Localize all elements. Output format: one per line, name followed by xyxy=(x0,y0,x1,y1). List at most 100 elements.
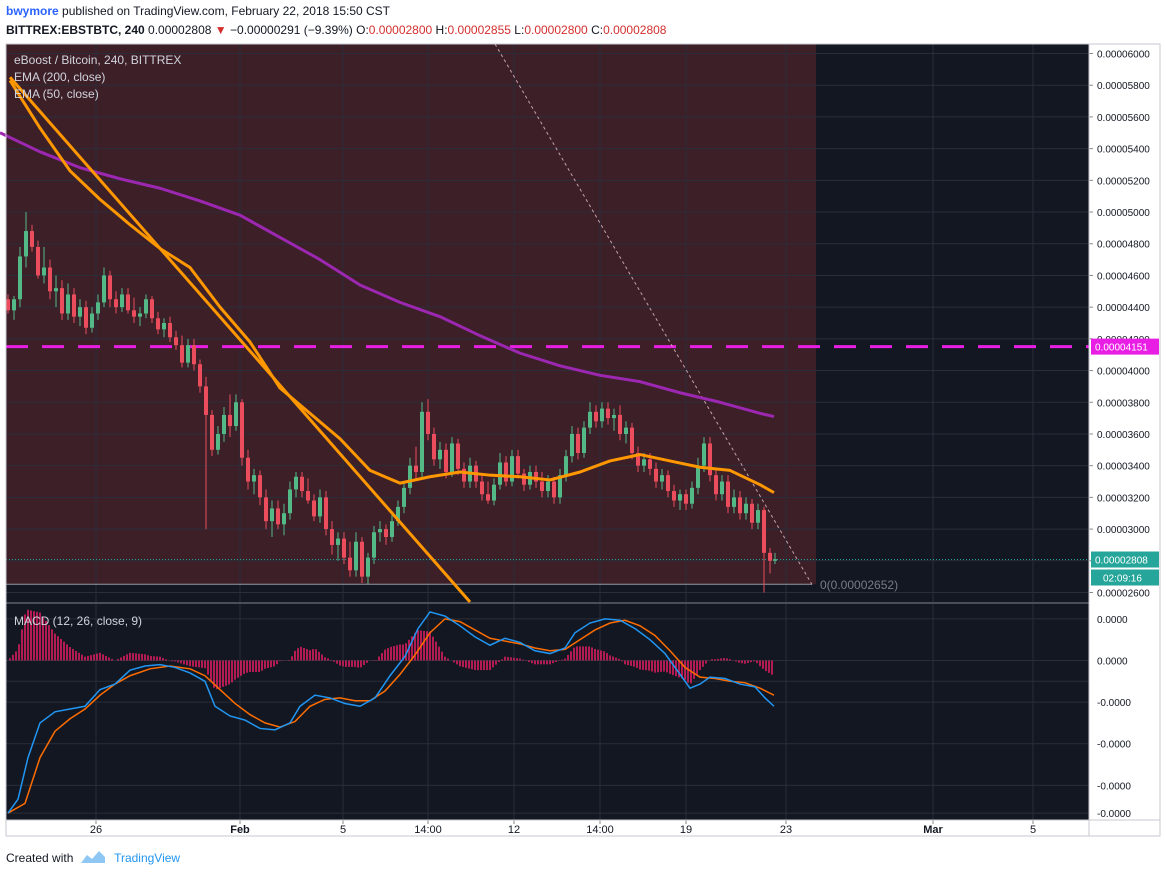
macd-legend: MACD (12, 26, close, 9) xyxy=(14,614,142,628)
candle xyxy=(84,300,88,335)
price-tick-label: 0.00003600 xyxy=(1097,430,1150,441)
down-arrow-icon: ▼ xyxy=(214,23,227,37)
candle-body xyxy=(54,288,58,292)
candle xyxy=(24,212,28,268)
candle-body xyxy=(282,513,286,525)
candle xyxy=(552,476,556,504)
candle-body xyxy=(384,529,388,538)
candle xyxy=(252,468,256,495)
candle-body xyxy=(162,323,166,330)
candle xyxy=(738,491,742,520)
candle xyxy=(120,288,124,312)
candle-body xyxy=(198,364,202,387)
candle xyxy=(570,426,574,463)
ema50-line xyxy=(8,79,775,494)
candle xyxy=(180,335,184,368)
candle-body xyxy=(168,323,172,338)
candle xyxy=(216,426,220,455)
open-value: 0.00002800 xyxy=(368,23,433,37)
candle xyxy=(534,465,538,488)
tradingview-brand-link[interactable]: TradingView xyxy=(114,851,181,865)
candle-body xyxy=(660,475,664,482)
tradingview-logo-icon[interactable] xyxy=(80,851,105,866)
candle-body xyxy=(270,508,274,522)
candle-body xyxy=(318,497,322,517)
candle xyxy=(198,359,202,393)
candle xyxy=(126,288,130,314)
candle-body xyxy=(534,472,538,482)
footer: Created with TradingView xyxy=(6,851,180,866)
candle-body xyxy=(90,313,94,328)
symbol-header: BITTREX:EBSTBTC, 240 0.00002808 ▼ −0.000… xyxy=(6,23,666,37)
candle-body xyxy=(18,256,22,300)
candle xyxy=(720,475,724,501)
candle xyxy=(222,407,226,442)
candle xyxy=(150,296,154,323)
candle-body xyxy=(276,508,280,525)
candle-body xyxy=(390,521,394,538)
candle-body xyxy=(696,465,700,488)
candle-body xyxy=(204,386,208,415)
candle-body xyxy=(618,414,622,434)
candle xyxy=(540,472,544,498)
candle-body xyxy=(264,497,268,522)
candle-body xyxy=(432,433,436,460)
candle xyxy=(732,489,736,514)
candle-body xyxy=(504,462,508,482)
candle xyxy=(408,457,412,495)
candle-body xyxy=(294,476,298,490)
candle-body xyxy=(684,494,688,504)
candle xyxy=(144,294,148,319)
price-tick-label: 0.00005000 xyxy=(1097,208,1150,219)
candle-body xyxy=(642,459,646,466)
candle xyxy=(30,224,34,252)
candle xyxy=(174,330,178,350)
candle xyxy=(384,524,388,545)
macd-tick-label: 0.0000 xyxy=(1097,615,1128,626)
price-tick-label: 0.00005200 xyxy=(1097,176,1150,187)
candle xyxy=(276,500,280,530)
author-link[interactable]: bwymore xyxy=(6,4,59,18)
candle-body xyxy=(708,443,712,476)
candle xyxy=(264,489,268,530)
candle xyxy=(156,311,160,335)
candle xyxy=(6,294,10,314)
candle-body xyxy=(156,318,160,330)
candle-body xyxy=(773,559,777,561)
candle xyxy=(678,489,682,511)
candle-body xyxy=(444,449,448,473)
orange-trendline xyxy=(8,76,472,603)
candle-body xyxy=(540,481,544,492)
candle xyxy=(66,283,70,320)
candle xyxy=(450,437,454,477)
candle xyxy=(330,521,334,555)
low-label: L: xyxy=(514,23,525,37)
candle-body xyxy=(402,487,406,507)
time-tick-label: 5 xyxy=(340,824,346,836)
candle-body xyxy=(720,481,724,495)
candle-body xyxy=(354,541,358,571)
candle xyxy=(522,468,526,492)
candle xyxy=(390,513,394,542)
candle-body xyxy=(450,443,454,473)
candle xyxy=(414,446,418,479)
candle-body xyxy=(420,411,424,473)
candle-body xyxy=(570,433,574,457)
countdown-tag-bg xyxy=(1091,569,1159,586)
candle-body xyxy=(636,452,640,466)
candle xyxy=(432,427,436,466)
macd-tick-label: 0.0000 xyxy=(1097,656,1128,667)
candle xyxy=(708,437,712,482)
open-label: O: xyxy=(356,23,369,37)
macd-tick-label: -0.0000 xyxy=(1097,698,1131,709)
candle-body xyxy=(606,408,610,419)
candle-body xyxy=(702,443,706,466)
candle-body xyxy=(324,497,328,530)
candle xyxy=(690,481,694,509)
candle-body xyxy=(186,345,190,363)
current-price-tag-bg xyxy=(1091,551,1159,568)
candle-body xyxy=(678,494,682,501)
candle xyxy=(360,537,364,583)
chart-border xyxy=(5,43,1161,837)
